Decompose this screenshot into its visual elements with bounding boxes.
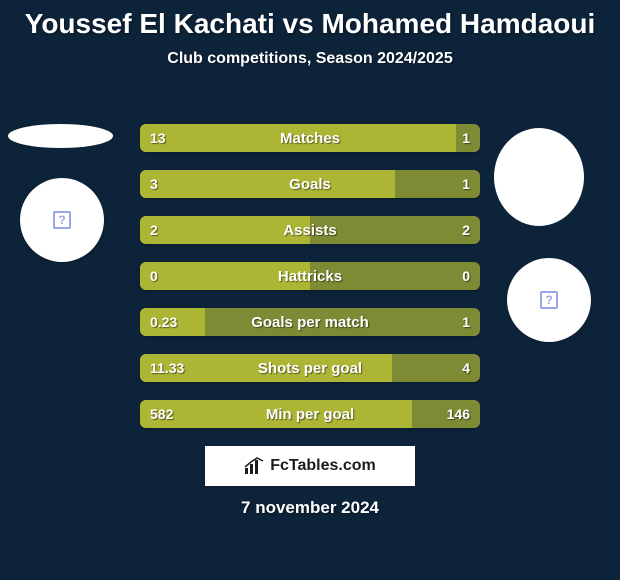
player-right-silhouette xyxy=(494,128,584,226)
chart-icon xyxy=(244,457,264,475)
question-icon: ? xyxy=(53,211,71,229)
page-title: Youssef El Kachati vs Mohamed Hamdaoui xyxy=(0,0,620,40)
watermark-text: FcTables.com xyxy=(270,457,376,475)
stat-bar-left xyxy=(140,216,310,244)
date-label: 7 november 2024 xyxy=(0,498,620,518)
stat-row: 582146Min per goal xyxy=(140,400,480,428)
question-icon: ? xyxy=(540,291,558,309)
stat-bar-left xyxy=(140,124,456,152)
stat-bar-left xyxy=(140,262,310,290)
club-badge-left: ? xyxy=(20,178,104,262)
stat-row: 0.231Goals per match xyxy=(140,308,480,336)
stats-bar-chart: 131Matches 31Goals 22Assists 00Hattricks 0.2… xyxy=(140,124,480,446)
stat-row: 22Assists xyxy=(140,216,480,244)
stat-row: 31Goals xyxy=(140,170,480,198)
stat-bar-left xyxy=(140,354,392,382)
stat-row: 00Hattricks xyxy=(140,262,480,290)
watermark: FcTables.com xyxy=(205,446,415,486)
stat-row: 11.334Shots per goal xyxy=(140,354,480,382)
stat-row: 131Matches xyxy=(140,124,480,152)
stat-bar-left xyxy=(140,400,412,428)
stat-bar-left xyxy=(140,170,395,198)
stat-bar-left xyxy=(140,308,205,336)
player-left-silhouette xyxy=(8,124,113,148)
page-subtitle: Club competitions, Season 2024/2025 xyxy=(0,50,620,68)
club-badge-right: ? xyxy=(507,258,591,342)
